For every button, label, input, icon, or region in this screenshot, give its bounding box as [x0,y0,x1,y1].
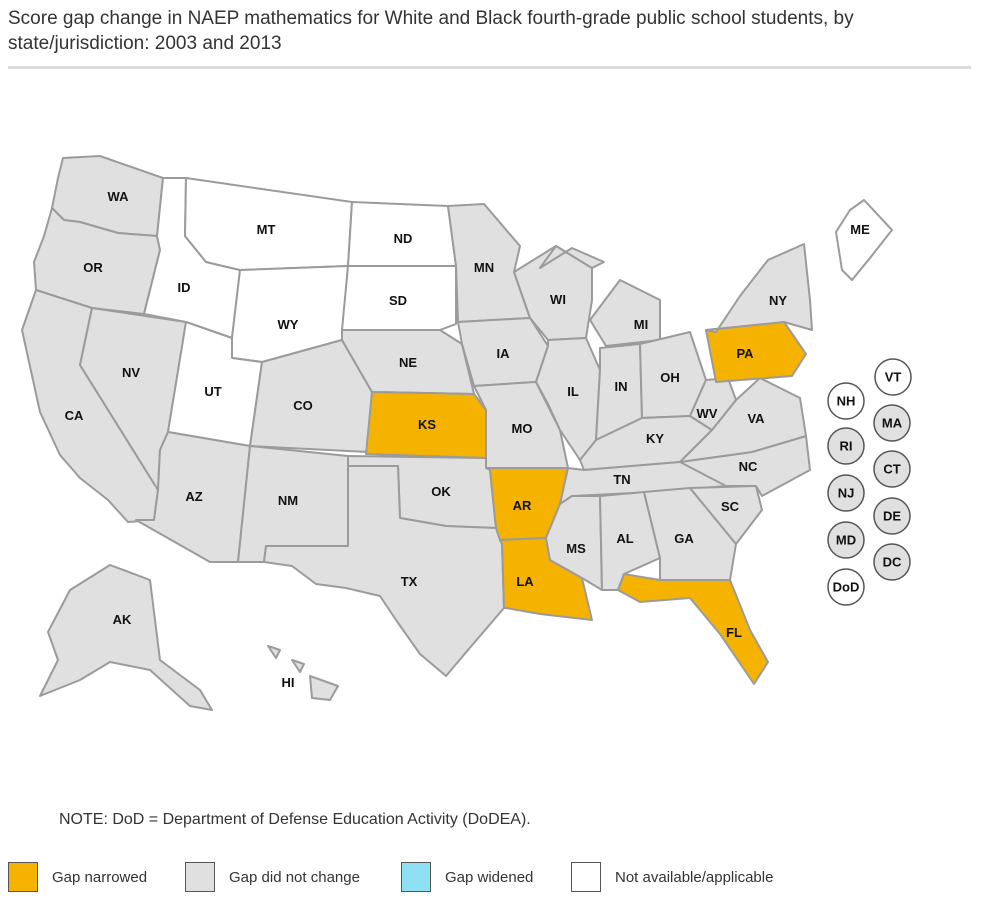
jurisdiction-label-vt: VT [885,370,902,385]
state-label-co: CO [293,398,313,413]
jurisdiction-circle-ri [827,427,865,465]
jurisdiction-circle-dod [827,568,865,606]
state-label-nm: NM [278,493,298,508]
state-label-nv: NV [122,365,140,380]
state-label-ky: KY [646,431,664,446]
state-label-fl: FL [726,625,742,640]
jurisdiction-label-dod: DoD [833,580,860,595]
map-note: NOTE: DoD = Department of Defense Educat… [59,811,531,828]
state-label-va: VA [747,411,765,426]
state-label-wv: WV [697,406,718,421]
state-me [835,199,893,281]
state-label-mo: MO [512,421,533,436]
state-label-in: IN [615,379,628,394]
state-label-il: IL [567,384,579,399]
jurisdiction-label-ri: RI [840,439,853,454]
state-label-ne: NE [399,355,417,370]
legend-label-no-change: Gap did not change [229,868,360,886]
jurisdiction-label-ct: CT [883,462,900,477]
jurisdiction-label-ma: MA [882,416,903,431]
state-label-or: OR [83,260,103,275]
state-wv [689,377,737,431]
legend-item-narrowed: Gap narrowed [8,861,147,893]
jurisdiction-circle-nj [827,474,865,512]
legend-item-no-change: Gap did not change [185,861,360,893]
state-label-mt: MT [257,222,276,237]
state-fl [617,573,769,685]
state-mi [539,245,661,347]
legend-swatch-not-available [571,862,601,892]
state-label-nd: ND [394,231,413,246]
state-label-me: ME [850,222,870,237]
state-label-wa: WA [108,189,130,204]
jurisdiction-circle-ct [873,450,911,488]
state-label-ks: KS [418,417,436,432]
state-label-az: AZ [185,489,202,504]
state-label-oh: OH [660,370,680,385]
state-label-sd: SD [389,293,407,308]
jurisdiction-label-dc: DC [883,555,902,570]
state-label-hi: HI [282,675,295,690]
state-tx [263,465,505,677]
jurisdiction-circle-md [827,521,865,559]
state-sd [341,265,457,331]
state-label-nc: NC [739,459,758,474]
title-divider [8,66,971,69]
state-label-tx: TX [401,574,418,589]
state-label-mi: MI [634,317,648,332]
state-label-ok: OK [431,484,451,499]
state-label-ia: IA [497,346,511,361]
jurisdiction-label-de: DE [883,509,901,524]
legend-swatch-no-change [185,862,215,892]
jurisdiction-label-nj: NJ [838,486,855,501]
legend-label-not-available: Not available/applicable [615,868,774,886]
state-label-id: ID [178,280,191,295]
state-label-tn: TN [613,472,630,487]
state-label-ga: GA [674,531,694,546]
legend-label-widened: Gap widened [445,868,534,886]
state-label-wy: WY [278,317,299,332]
state-ny [705,243,813,333]
jurisdiction-circle-nh [827,382,865,420]
state-label-ny: NY [769,293,787,308]
jurisdiction-label-md: MD [836,533,856,548]
map-title: Score gap change in NAEP mathematics for… [8,8,854,54]
jurisdiction-circle-dc [873,543,911,581]
state-pa [705,321,807,383]
state-label-la: LA [516,574,534,589]
legend-item-not-available: Not available/applicable [571,861,773,893]
legend-item-widened: Gap widened [401,861,533,893]
state-label-ak: AK [113,612,132,627]
legend-swatch-widened [401,862,431,892]
state-va [679,377,807,463]
legend-swatch-narrowed [8,862,38,892]
jurisdiction-label-nh: NH [837,394,856,409]
state-label-al: AL [616,531,633,546]
state-label-ca: CA [65,408,84,423]
legend-label-narrowed: Gap narrowed [52,868,148,886]
state-ms [545,495,603,591]
state-hi [267,645,339,701]
state-label-ms: MS [566,541,586,556]
state-label-mn: MN [474,260,494,275]
state-il [535,337,601,461]
state-label-pa: PA [736,346,754,361]
state-label-sc: SC [721,499,740,514]
state-ak [39,564,213,711]
jurisdiction-circle-ma [873,404,911,442]
state-label-ar: AR [513,498,532,513]
state-label-ut: UT [204,384,221,399]
jurisdiction-circle-de [873,497,911,535]
jurisdiction-circle-vt [874,358,912,396]
state-label-wi: WI [550,292,566,307]
